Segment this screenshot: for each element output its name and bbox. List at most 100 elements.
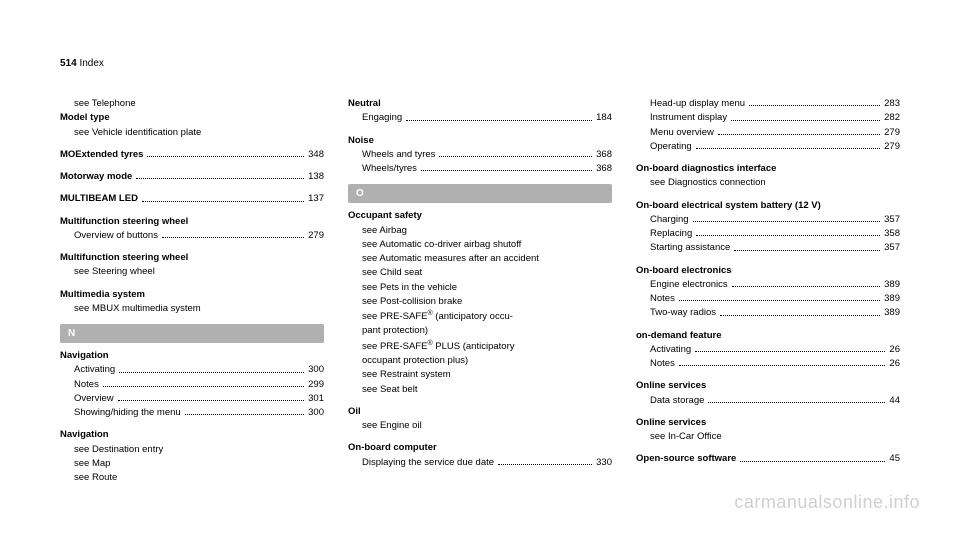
dots xyxy=(162,237,304,238)
entry-nav1-overview: Overview xyxy=(74,392,114,406)
dots xyxy=(498,464,592,465)
entry-occupant: Occupant safety xyxy=(348,209,612,223)
entry-occ-presafe1c: pant protection) xyxy=(348,324,612,338)
entry-occ-presafe2c: occupant protection plus) xyxy=(348,354,612,368)
entry-obc: On-board computer xyxy=(348,441,612,455)
dots xyxy=(142,201,304,202)
page-ref: 357 xyxy=(884,241,900,255)
entry-mfsw1-sub: Overview of buttons xyxy=(74,229,158,243)
page-ref: 300 xyxy=(308,363,324,377)
entry-obd-sub: see Diagnostics connection xyxy=(636,176,900,190)
dots xyxy=(136,178,304,179)
page-ref: 299 xyxy=(308,378,324,392)
entry-occ-child: see Child seat xyxy=(348,266,612,280)
entry-nav1-showing: Showing/hiding the menu xyxy=(74,406,181,420)
page-ref: 26 xyxy=(889,357,900,371)
page-ref: 26 xyxy=(889,343,900,357)
column-3: Head-up display menu 283 Instrument disp… xyxy=(636,97,900,493)
dots xyxy=(693,221,881,222)
entry-occ-auto-co: see Automatic co-driver airbag shutoff xyxy=(348,238,612,252)
page-ref: 282 xyxy=(884,111,900,125)
entry-bat-charg: Charging xyxy=(650,213,689,227)
entry-model-type: Model type xyxy=(60,111,324,125)
entry-inst: Instrument display xyxy=(650,111,727,125)
dots xyxy=(720,315,880,316)
dots xyxy=(732,286,881,287)
page-ref: 301 xyxy=(308,392,324,406)
dots xyxy=(718,134,880,135)
page-ref: 279 xyxy=(308,229,324,243)
dots xyxy=(734,250,880,251)
entry-obe-eng: Engine electronics xyxy=(650,278,728,292)
page-ref: 357 xyxy=(884,213,900,227)
entry-menu: Menu overview xyxy=(650,126,714,140)
entry-nav2: Navigation xyxy=(60,428,324,442)
entry-obd: On-board diagnostics interface xyxy=(636,162,900,176)
column-2: Neutral Engaging 184 Noise Wheels and ty… xyxy=(348,97,612,493)
page-ref: 44 xyxy=(889,394,900,408)
section-o: O xyxy=(348,184,612,203)
entry-bat-start: Starting assistance xyxy=(650,241,730,255)
entry-multibeam: MULTIBEAM LED xyxy=(60,192,138,206)
dots xyxy=(147,156,304,157)
entry-noise-wt: Wheels and tyres xyxy=(362,148,435,162)
page-number: 514 xyxy=(60,58,77,69)
entry-oper: Operating xyxy=(650,140,692,154)
entry-moextended: MOExtended tyres xyxy=(60,148,143,162)
dots xyxy=(708,402,885,403)
entry-see-telephone: see Telephone xyxy=(60,97,324,111)
entry-nav1: Navigation xyxy=(60,349,324,363)
entry-occ-presafe2: see PRE-SAFE® PLUS (anticipatory xyxy=(348,339,612,354)
dots xyxy=(731,120,880,121)
dots xyxy=(118,400,305,401)
entry-oil: Oil xyxy=(348,405,612,419)
entry-multimedia: Multimedia system xyxy=(60,288,324,302)
presafe-text: see PRE-SAFE xyxy=(362,311,427,322)
dots xyxy=(103,386,304,387)
dots xyxy=(749,105,880,106)
entry-ond-notes: Notes xyxy=(650,357,675,371)
entry-mfsw2-sub: see Steering wheel xyxy=(60,265,324,279)
page-ref: 300 xyxy=(308,406,324,420)
section-n: N xyxy=(60,324,324,343)
entry-hud: Head-up display menu xyxy=(650,97,745,111)
entry-mfsw1: Multifunction steering wheel xyxy=(60,215,324,229)
entry-nav2-dest: see Destination entry xyxy=(60,443,324,457)
page-header: 514 Index xyxy=(60,58,900,69)
dots xyxy=(696,235,880,236)
entry-nav2-map: see Map xyxy=(60,457,324,471)
index-columns: see Telephone Model type see Vehicle ide… xyxy=(60,97,900,493)
page-ref: 368 xyxy=(596,162,612,176)
entry-noise: Noise xyxy=(348,134,612,148)
entry-ondemand: on-demand feature xyxy=(636,329,900,343)
page-ref: 348 xyxy=(308,148,324,162)
dots xyxy=(421,170,592,171)
dots xyxy=(679,365,886,366)
entry-occ-post: see Post-collision brake xyxy=(348,295,612,309)
entry-motorway: Motorway mode xyxy=(60,170,132,184)
page-ref: 138 xyxy=(308,170,324,184)
page-ref: 389 xyxy=(884,278,900,292)
entry-online1: Online services xyxy=(636,379,900,393)
section-title: Index xyxy=(79,58,103,69)
page-ref: 358 xyxy=(884,227,900,241)
entry-obe: On-board electronics xyxy=(636,264,900,278)
page-ref: 283 xyxy=(884,97,900,111)
dots xyxy=(185,414,304,415)
column-1: see Telephone Model type see Vehicle ide… xyxy=(60,97,324,493)
presafe-text: (anticipatory occu- xyxy=(433,311,513,322)
dots xyxy=(695,351,885,352)
dots xyxy=(439,156,592,157)
entry-online1-data: Data storage xyxy=(650,394,704,408)
page-ref: 137 xyxy=(308,192,324,206)
dots xyxy=(406,120,592,121)
presafe-text: PLUS (anticipatory xyxy=(433,341,515,352)
dots xyxy=(696,148,880,149)
entry-neutral: Neutral xyxy=(348,97,612,111)
page-ref: 45 xyxy=(889,452,900,466)
dots xyxy=(679,300,880,301)
entry-multimedia-sub: see MBUX multimedia system xyxy=(60,302,324,316)
presafe-text: see PRE-SAFE xyxy=(362,341,427,352)
entry-nav1-act: Activating xyxy=(74,363,115,377)
entry-neutral-eng: Engaging xyxy=(362,111,402,125)
